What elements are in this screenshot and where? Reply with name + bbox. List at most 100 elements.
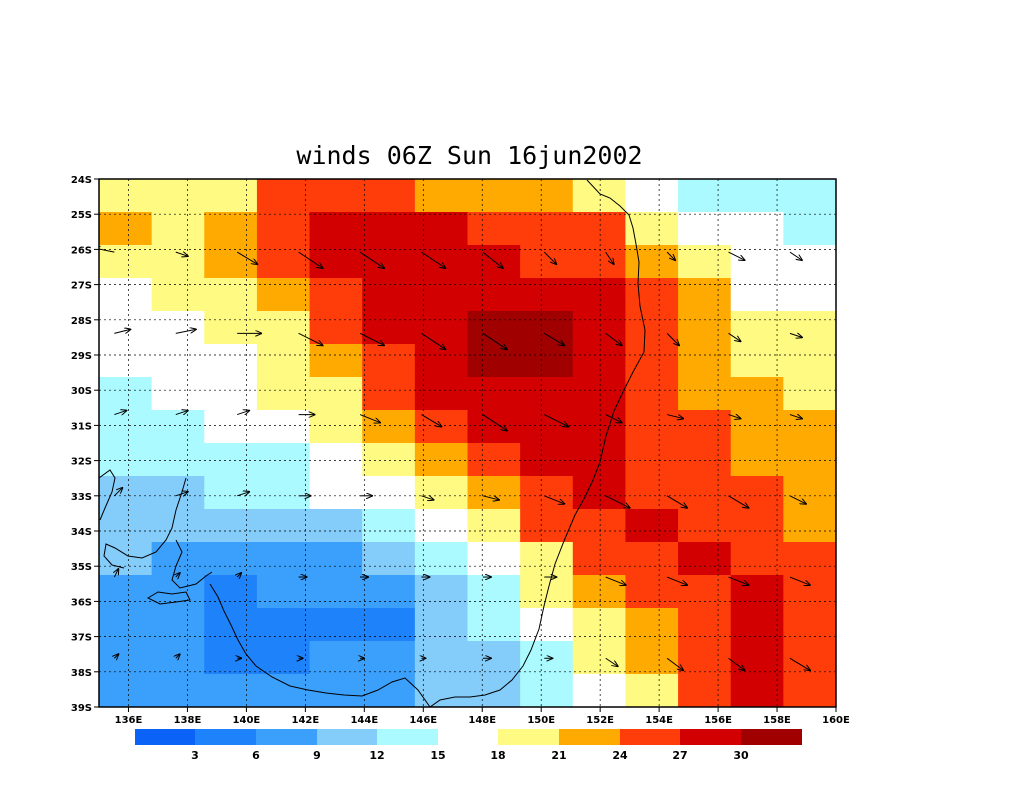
wind-vector: [728, 415, 741, 419]
field-cell: [625, 377, 679, 411]
colorbar-label: 18: [490, 749, 505, 762]
field-cell: [204, 542, 258, 576]
field-cell: [730, 410, 784, 444]
field-cell: [625, 608, 679, 642]
wind-vector: [482, 414, 507, 431]
wind-vector: [298, 332, 323, 345]
axis-ticks: 136E 138E 140E 142E 144E 146E 148E 150E 152E 154E…: [71, 175, 850, 726]
coastline-gulf: [99, 469, 213, 589]
field-cell: [414, 278, 469, 312]
field-cell: [467, 344, 521, 378]
colorbar-label: 15: [430, 749, 445, 762]
x-tick-label: 138E: [174, 715, 202, 726]
coastline: [99, 179, 646, 707]
field-cell: [572, 674, 627, 707]
x-tick-label: 154E: [645, 715, 673, 726]
wind-vector: [298, 251, 323, 268]
wind-vector: [482, 495, 499, 500]
x-tick-label: 148E: [468, 715, 496, 726]
field-cell: [467, 212, 521, 246]
field-cell: [362, 410, 416, 444]
field-cell: [678, 641, 732, 675]
field-cell: [362, 641, 416, 675]
field-cell: [151, 212, 205, 246]
field-cell: [520, 311, 574, 345]
wind-vector: [175, 411, 188, 415]
colorbar-swatch: [377, 729, 438, 745]
field-cell: [309, 377, 363, 411]
wind-vector: [359, 251, 384, 268]
plot-frame: [98, 178, 837, 708]
field-cell: [362, 476, 416, 510]
field-cell: [204, 476, 258, 510]
field-cell: [99, 344, 153, 378]
field-cell: [783, 575, 836, 609]
wind-vector: [666, 657, 683, 670]
field-cell: [625, 476, 679, 510]
wind-vector: [605, 495, 630, 508]
field-cell: [730, 608, 784, 642]
wind-vector: [359, 414, 380, 423]
field-cell: [730, 344, 784, 378]
field-cell: [99, 377, 153, 411]
y-tick-label: 34S: [71, 527, 92, 538]
field-cell: [678, 377, 732, 411]
colorbar-label: 21: [551, 749, 566, 762]
wind-vector: [789, 333, 802, 337]
field-cell: [467, 542, 521, 576]
wind-vector: [544, 495, 564, 504]
field-cell: [730, 476, 784, 510]
field-cell: [99, 245, 153, 279]
field-cell: [467, 311, 521, 345]
field-cell: [520, 674, 574, 707]
field-cell: [783, 344, 836, 378]
x-tick-label: 140E: [233, 715, 261, 726]
field-cell: [309, 245, 363, 279]
colorbar-label: 12: [369, 749, 384, 762]
field-cell: [678, 443, 732, 477]
field-cell: [730, 212, 784, 246]
field-cell: [625, 278, 679, 312]
field-cell: [467, 245, 521, 279]
field-cell: [414, 674, 469, 707]
field-cell: [362, 377, 416, 411]
wind-vector: [114, 654, 118, 658]
wind-vector: [114, 329, 130, 334]
field-cell: [204, 443, 258, 477]
field-cell: [256, 608, 311, 642]
field-cell: [256, 476, 311, 510]
field-cell: [204, 410, 258, 444]
field-cell: [99, 278, 153, 312]
wind-vector: [789, 251, 802, 260]
field-cell: [625, 509, 679, 543]
field-cell: [151, 674, 205, 707]
wind-vector: [728, 657, 745, 670]
x-tick-label: 152E: [586, 715, 614, 726]
field-cell: [572, 245, 627, 279]
wind-vector: [605, 251, 614, 264]
field-cell: [414, 212, 469, 246]
field-cell: [309, 575, 363, 609]
field-cell: [678, 674, 732, 707]
field-cell: [678, 476, 732, 510]
field-cell: [256, 575, 311, 609]
wind-vector: [114, 411, 126, 415]
y-tick-label: 30S: [71, 386, 92, 397]
x-tick-label: 146E: [409, 715, 437, 726]
field-cell: [362, 674, 416, 707]
field-cell: [783, 542, 836, 576]
wind-vector: [114, 488, 122, 497]
field-cell: [151, 311, 205, 345]
field-cell: [730, 278, 784, 312]
field-cell: [309, 443, 363, 477]
field-cell: [151, 344, 205, 378]
field-cell: [783, 377, 836, 411]
wind-vector: [544, 332, 564, 345]
wind-vector: [666, 495, 687, 508]
wind-vector: [789, 415, 802, 419]
field-cell: [204, 674, 258, 707]
y-tick-label: 37S: [71, 633, 92, 644]
wind-vector: [176, 654, 180, 658]
field-cell: [572, 179, 627, 213]
wind-vector: [789, 657, 810, 670]
